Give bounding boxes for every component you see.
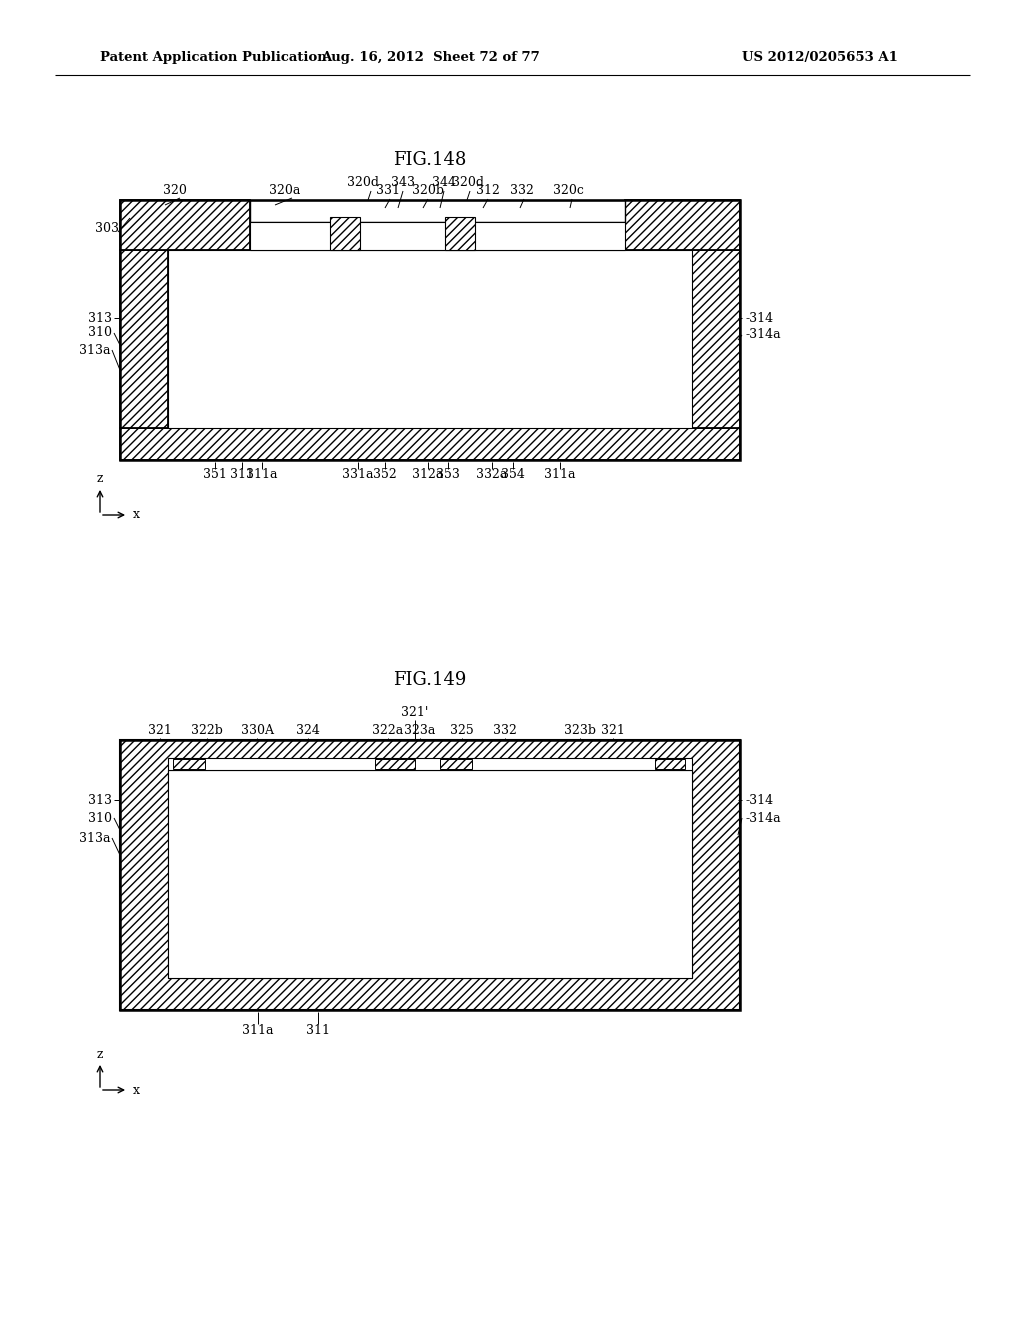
Bar (375, 759, 415, 770)
Bar (168, 758, 692, 770)
Text: Patent Application Publication: Patent Application Publication (100, 51, 327, 65)
Text: 321: 321 (601, 723, 625, 737)
Text: 311: 311 (230, 469, 254, 482)
Text: 331a: 331a (342, 469, 374, 482)
Text: 321: 321 (148, 723, 172, 737)
Text: 320d: 320d (452, 177, 484, 190)
Text: x: x (132, 1084, 139, 1097)
Text: 331: 331 (376, 185, 400, 198)
Text: 311a: 311a (246, 469, 278, 482)
Bar (286, 249, 304, 428)
Text: 352: 352 (373, 469, 397, 482)
Bar (330, 216, 360, 249)
Text: 312a: 312a (413, 469, 443, 482)
Text: 322b: 322b (191, 723, 223, 737)
Text: z: z (96, 473, 103, 486)
Text: 351: 351 (203, 469, 227, 482)
Bar (486, 249, 504, 428)
Text: 332: 332 (494, 723, 517, 737)
Text: 330A: 330A (241, 723, 273, 737)
Text: 320d: 320d (347, 177, 379, 190)
Text: 320c: 320c (553, 185, 584, 198)
Text: 325: 325 (451, 723, 474, 737)
Text: x: x (132, 508, 139, 521)
Text: 321': 321' (401, 705, 429, 718)
Text: z: z (96, 1048, 103, 1060)
Text: -314: -314 (745, 312, 773, 325)
Text: 320: 320 (163, 183, 187, 197)
Text: US 2012/0205653 A1: US 2012/0205653 A1 (742, 51, 898, 65)
Text: 310: 310 (88, 326, 112, 339)
Bar (168, 770, 692, 978)
Text: 353: 353 (436, 469, 460, 482)
Bar (250, 201, 625, 222)
Bar (168, 249, 692, 428)
Text: 312: 312 (476, 185, 500, 198)
Text: 311a: 311a (243, 1023, 273, 1036)
Bar (250, 222, 625, 249)
Bar (445, 216, 475, 249)
Bar (692, 249, 740, 428)
Text: 320a: 320a (269, 183, 301, 197)
Bar (386, 249, 404, 428)
Text: 344: 344 (432, 177, 456, 190)
Bar (625, 201, 740, 249)
Bar (655, 759, 685, 770)
Text: 303: 303 (95, 222, 119, 235)
Text: Aug. 16, 2012  Sheet 72 of 77: Aug. 16, 2012 Sheet 72 of 77 (321, 51, 540, 65)
Text: FIG.148: FIG.148 (393, 150, 467, 169)
Text: 323b: 323b (564, 723, 596, 737)
Bar (120, 249, 168, 428)
Text: 332a: 332a (476, 469, 508, 482)
Bar (440, 759, 472, 770)
Bar (120, 201, 740, 459)
Text: -314a: -314a (745, 812, 780, 825)
Text: 322a: 322a (373, 723, 403, 737)
Text: 324: 324 (296, 723, 319, 737)
Bar (173, 759, 205, 770)
Bar (120, 741, 740, 1010)
Text: 323a: 323a (404, 723, 435, 737)
Bar (168, 770, 692, 978)
Text: 354: 354 (501, 469, 525, 482)
Text: 343: 343 (391, 177, 415, 190)
Text: 313: 313 (88, 793, 112, 807)
Text: FIG.149: FIG.149 (393, 671, 467, 689)
Text: 311: 311 (306, 1023, 330, 1036)
Text: 313a: 313a (79, 343, 110, 356)
Text: -314a: -314a (745, 329, 780, 342)
Bar (120, 201, 250, 249)
Text: 311a: 311a (544, 469, 575, 482)
Bar (120, 428, 740, 459)
Text: 310: 310 (88, 812, 112, 825)
Text: 313a: 313a (79, 832, 110, 845)
Text: -314: -314 (745, 793, 773, 807)
Text: 332: 332 (510, 185, 534, 198)
Text: 320b: 320b (412, 185, 444, 198)
Bar (120, 741, 740, 1010)
Text: 313: 313 (88, 312, 112, 325)
